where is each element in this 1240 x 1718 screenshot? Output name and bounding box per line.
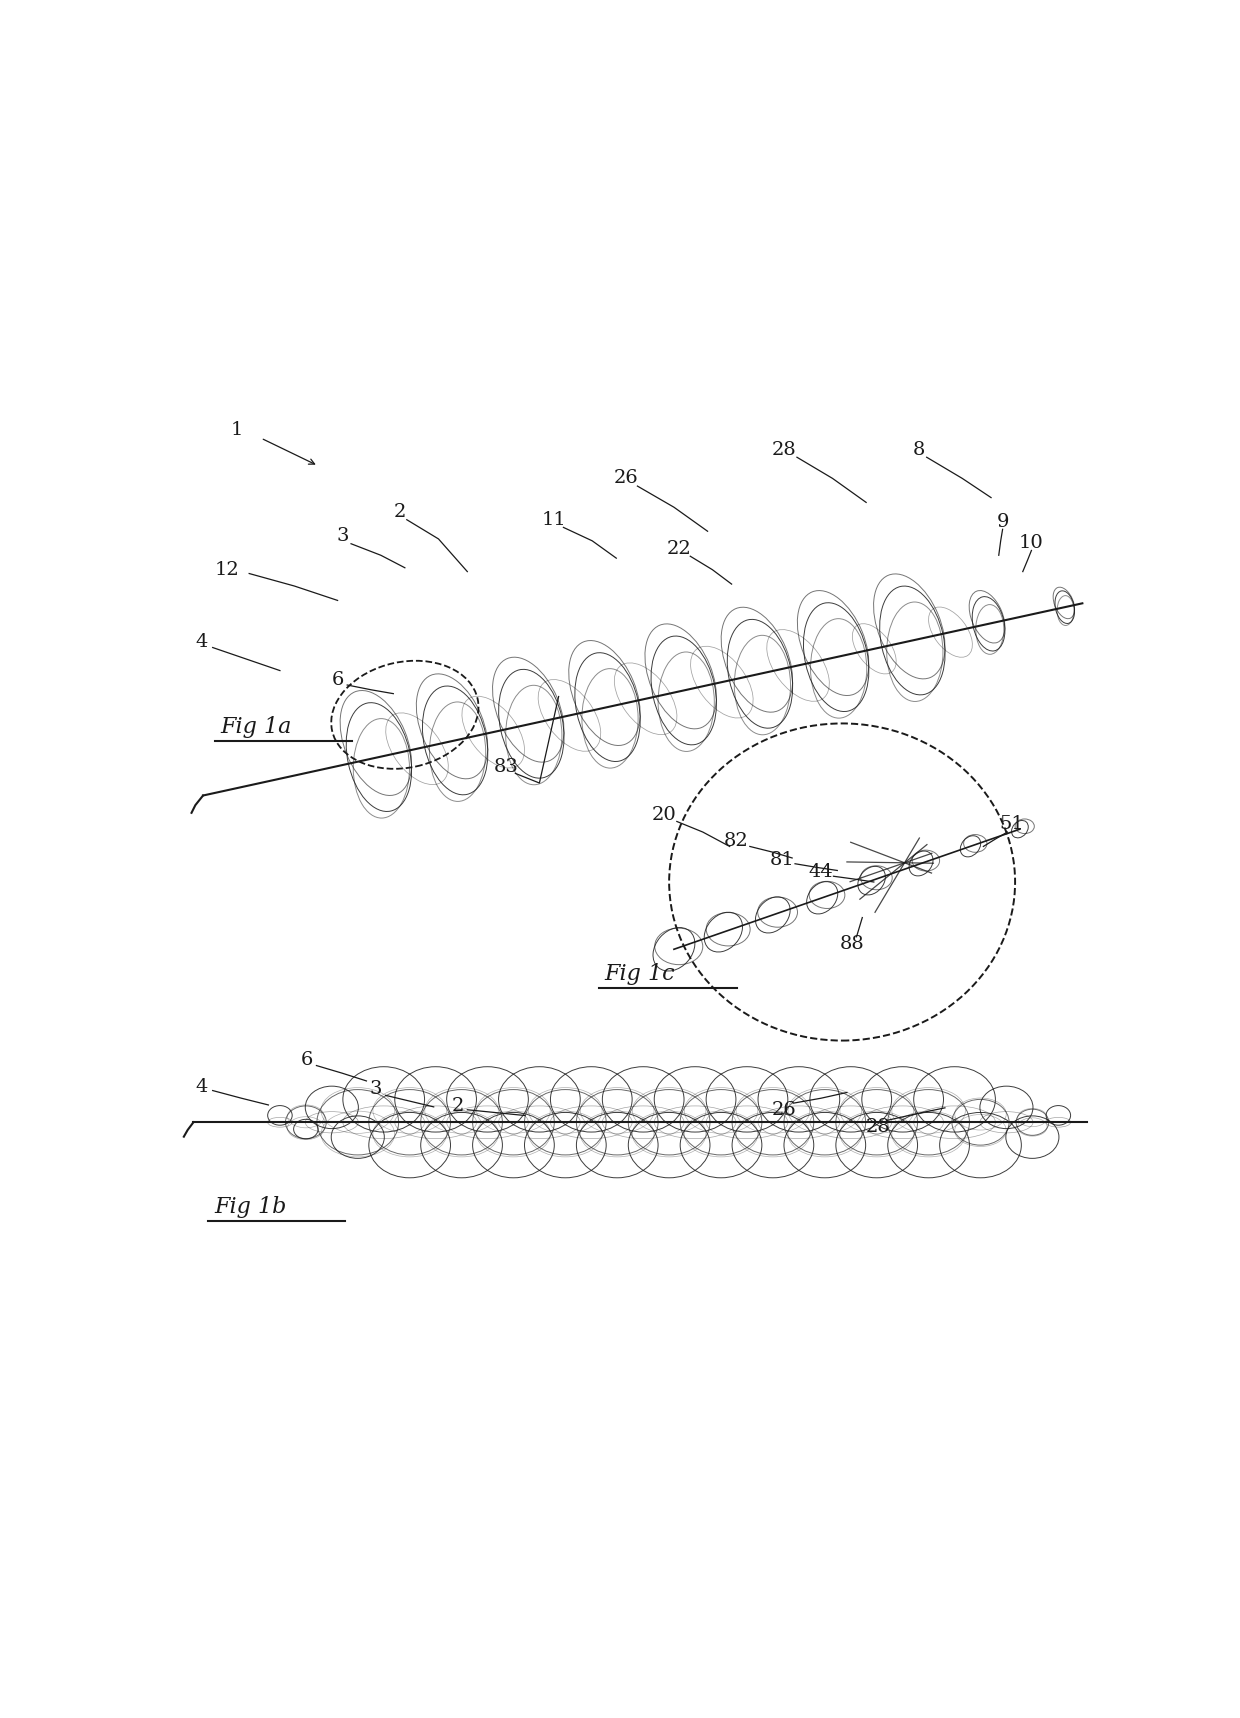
Text: 12: 12 [215, 560, 239, 579]
Text: 2: 2 [451, 1096, 464, 1115]
Text: 82: 82 [724, 832, 749, 850]
Text: 88: 88 [839, 936, 864, 953]
Text: 51: 51 [999, 816, 1024, 833]
Text: 8: 8 [913, 440, 925, 459]
Text: 3: 3 [370, 1079, 382, 1098]
Text: 3: 3 [336, 527, 348, 545]
Text: 20: 20 [652, 806, 677, 823]
Text: 26: 26 [614, 469, 639, 488]
Text: 83: 83 [494, 758, 518, 777]
Text: 6: 6 [331, 672, 343, 689]
Text: 28: 28 [773, 440, 797, 459]
Text: 9: 9 [997, 512, 1009, 531]
Text: 4: 4 [195, 632, 207, 651]
Text: 1: 1 [231, 421, 243, 440]
Text: 11: 11 [542, 510, 567, 529]
Text: 10: 10 [1019, 534, 1044, 551]
Text: Fig 1b: Fig 1b [215, 1196, 286, 1218]
Text: 6: 6 [300, 1051, 312, 1069]
Text: Fig 1c: Fig 1c [605, 962, 676, 984]
Text: 44: 44 [808, 864, 833, 881]
Text: 28: 28 [866, 1118, 890, 1136]
Text: 2: 2 [394, 503, 407, 521]
Text: 26: 26 [773, 1101, 797, 1118]
Text: 22: 22 [666, 539, 691, 558]
Text: 4: 4 [195, 1077, 207, 1096]
Text: Fig 1a: Fig 1a [221, 716, 291, 737]
Text: 81: 81 [770, 850, 795, 869]
